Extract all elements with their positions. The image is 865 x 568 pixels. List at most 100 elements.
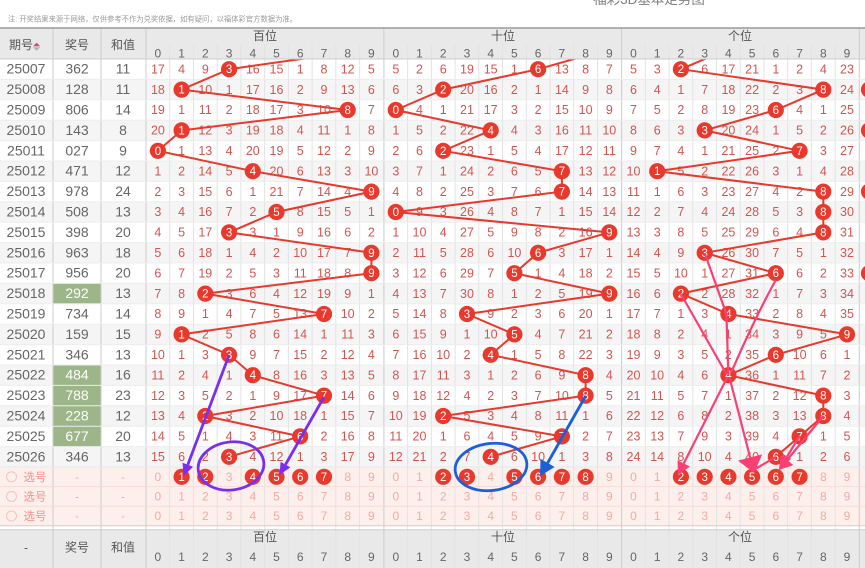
svg-text:14: 14 [650, 450, 664, 464]
svg-text:5: 5 [606, 389, 613, 403]
svg-text:2: 2 [701, 287, 708, 301]
svg-text:7: 7 [321, 472, 327, 484]
svg-text:4: 4 [249, 509, 256, 523]
svg-text:13: 13 [627, 226, 641, 240]
svg-text:17: 17 [317, 246, 331, 260]
svg-text:5: 5 [178, 226, 185, 240]
svg-text:5: 5 [535, 348, 542, 362]
svg-text:7: 7 [344, 246, 351, 260]
svg-text:6: 6 [535, 490, 542, 504]
svg-text:29: 29 [460, 266, 474, 280]
svg-text:11: 11 [579, 124, 592, 138]
svg-text:4: 4 [202, 368, 209, 382]
svg-text:8: 8 [820, 509, 827, 523]
svg-text:9: 9 [178, 307, 185, 321]
svg-text:1: 1 [249, 389, 256, 403]
svg-text:9: 9 [606, 550, 613, 564]
svg-text:2: 2 [249, 205, 256, 219]
svg-text:7: 7 [772, 246, 779, 260]
svg-text:2: 2 [202, 550, 209, 564]
svg-text:1: 1 [772, 287, 779, 301]
svg-text:7: 7 [606, 430, 613, 444]
svg-text:4: 4 [654, 83, 661, 97]
svg-text:362: 362 [65, 61, 89, 77]
svg-text:4: 4 [392, 185, 399, 199]
svg-text:1: 1 [178, 85, 184, 97]
svg-text:6: 6 [844, 450, 851, 464]
svg-text:143: 143 [65, 122, 89, 138]
svg-text:9: 9 [606, 490, 613, 504]
svg-text:5: 5 [392, 307, 399, 321]
svg-text:2: 2 [772, 389, 779, 403]
svg-text:6: 6 [773, 268, 779, 280]
svg-text:4: 4 [249, 246, 256, 260]
svg-text:5: 5 [796, 124, 803, 138]
svg-text:11: 11 [413, 246, 426, 260]
svg-text:25009: 25009 [7, 102, 46, 118]
svg-text:1: 1 [654, 470, 661, 484]
svg-text:12: 12 [115, 408, 131, 424]
svg-text:8: 8 [677, 450, 684, 464]
svg-text:2: 2 [772, 144, 779, 158]
svg-text:5: 5 [511, 550, 518, 564]
svg-text:22: 22 [627, 409, 641, 423]
svg-text:9: 9 [392, 389, 399, 403]
svg-text:2: 2 [440, 146, 446, 158]
svg-text:2: 2 [416, 62, 423, 76]
svg-text:4: 4 [772, 430, 779, 444]
svg-text:24: 24 [745, 124, 759, 138]
svg-text:3: 3 [154, 205, 161, 219]
svg-text:5: 5 [511, 472, 517, 484]
svg-text:1: 1 [535, 83, 542, 97]
svg-text:0: 0 [630, 47, 637, 61]
svg-text:15: 15 [627, 266, 641, 280]
svg-text:32: 32 [745, 287, 759, 301]
svg-text:4: 4 [487, 490, 494, 504]
svg-text:3: 3 [226, 409, 233, 423]
svg-text:4: 4 [558, 266, 565, 280]
svg-text:9: 9 [844, 509, 851, 523]
svg-text:3: 3 [511, 389, 518, 403]
svg-text:2: 2 [202, 490, 209, 504]
svg-text:-: - [75, 509, 79, 523]
svg-text:9: 9 [368, 470, 375, 484]
svg-text:25014: 25014 [7, 204, 46, 220]
svg-text:18: 18 [151, 83, 165, 97]
svg-text:6: 6 [535, 185, 542, 199]
svg-text:选号: 选号 [24, 510, 47, 523]
svg-text:4: 4 [772, 185, 779, 199]
svg-text:956: 956 [65, 265, 89, 281]
svg-text:9: 9 [796, 328, 803, 342]
svg-text:3: 3 [392, 266, 399, 280]
svg-text:8: 8 [535, 409, 542, 423]
svg-text:16: 16 [198, 205, 212, 219]
svg-text:8: 8 [820, 470, 827, 484]
svg-text:6: 6 [701, 368, 708, 382]
svg-text:18: 18 [115, 244, 131, 260]
svg-text:1: 1 [582, 409, 589, 423]
svg-text:8: 8 [820, 227, 826, 239]
svg-text:5: 5 [749, 47, 756, 61]
svg-text:3: 3 [464, 47, 471, 61]
svg-text:806: 806 [65, 102, 89, 118]
svg-text:5: 5 [487, 226, 494, 240]
svg-text:3: 3 [725, 430, 732, 444]
svg-text:4: 4 [154, 226, 161, 240]
svg-text:29: 29 [840, 185, 854, 199]
svg-text:6: 6 [772, 550, 779, 564]
svg-text:2: 2 [440, 47, 447, 61]
svg-text:1: 1 [416, 509, 423, 523]
svg-text:788: 788 [65, 387, 89, 403]
svg-text:12: 12 [341, 62, 355, 76]
svg-text:9: 9 [440, 328, 447, 342]
svg-text:4: 4 [725, 450, 732, 464]
svg-text:8: 8 [820, 85, 826, 97]
svg-text:2: 2 [226, 103, 233, 117]
svg-text:8: 8 [701, 409, 708, 423]
svg-text:8: 8 [701, 103, 708, 117]
svg-text:15: 15 [293, 348, 307, 362]
svg-text:3: 3 [440, 205, 447, 219]
svg-text:4: 4 [344, 185, 351, 199]
svg-text:4: 4 [535, 144, 542, 158]
svg-text:228: 228 [65, 408, 89, 424]
